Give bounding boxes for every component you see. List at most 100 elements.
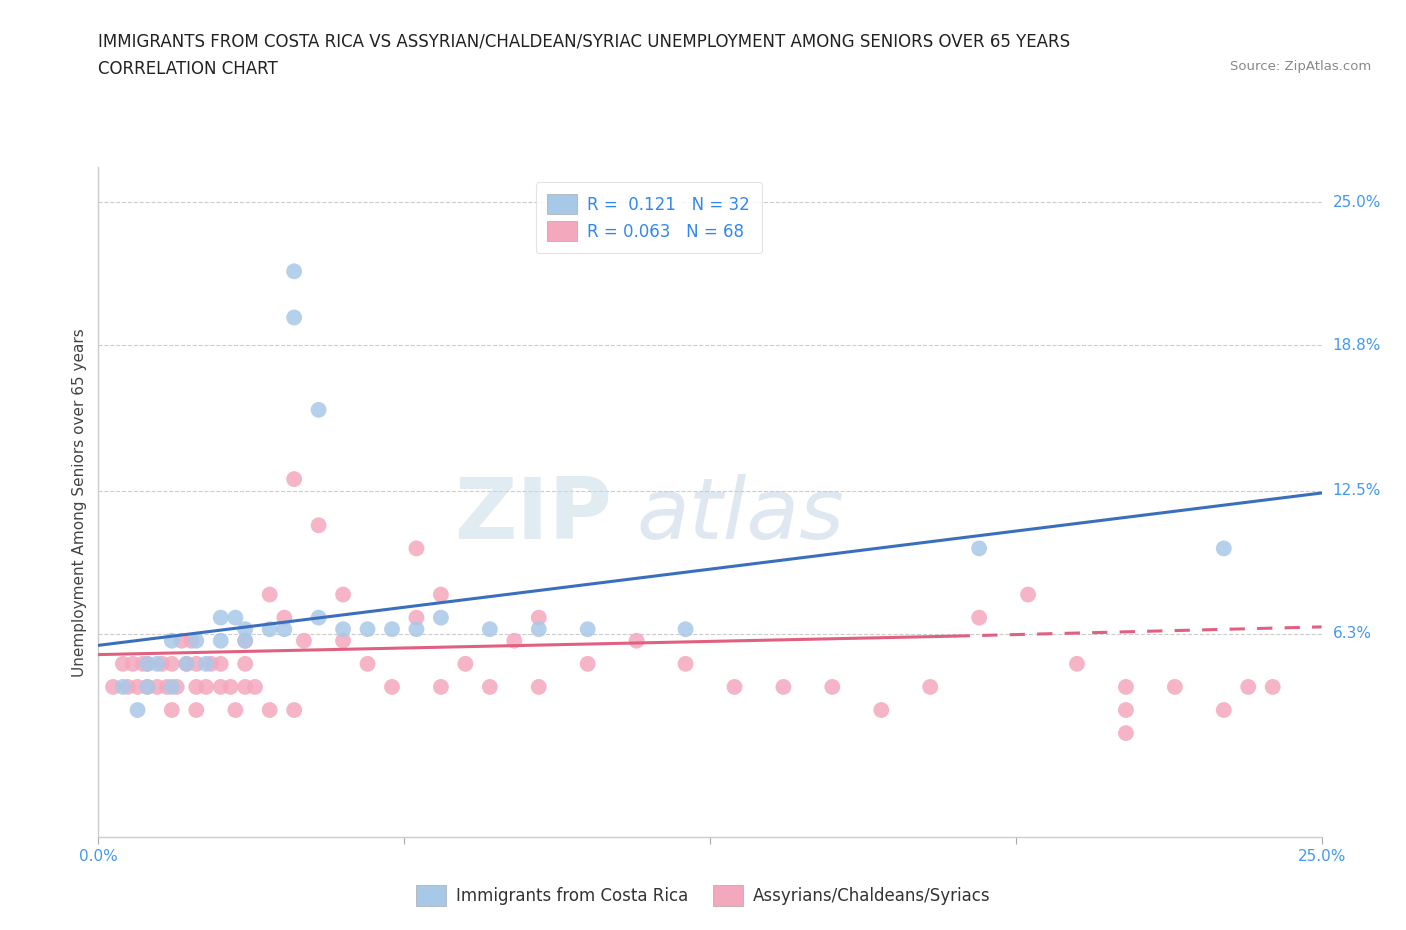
Point [478,622,501,637]
Point [967,541,990,556]
Point [920,680,942,695]
Point [117,680,139,695]
Point [233,633,256,648]
Point [332,587,354,602]
Point [308,518,330,533]
Point [332,633,354,648]
Point [723,680,745,695]
Point [283,702,305,717]
Text: IMMIGRANTS FROM COSTA RICA VS ASSYRIAN/CHALDEAN/SYRIAC UNEMPLOYMENT AMONG SENIOR: IMMIGRANTS FROM COSTA RICA VS ASSYRIAN/C… [98,33,1070,50]
Point [200,657,222,671]
Point [136,680,159,695]
Point [1017,587,1039,602]
Point [626,633,648,648]
Point [381,622,404,637]
Point [430,610,453,625]
Point [180,633,202,648]
Point [356,622,378,637]
Point [527,680,550,695]
Point [1115,680,1137,695]
Point [1212,541,1234,556]
Point [195,657,218,671]
Point [772,680,794,695]
Legend: R =  0.121   N = 32, R = 0.063   N = 68: R = 0.121 N = 32, R = 0.063 N = 68 [536,182,762,253]
Point [1237,680,1260,695]
Y-axis label: Unemployment Among Seniors over 65 years: Unemployment Among Seniors over 65 years [72,328,87,677]
Point [150,657,173,671]
Text: 12.5%: 12.5% [1333,484,1381,498]
Point [136,657,159,671]
Point [146,657,169,671]
Point [209,633,232,648]
Point [224,702,246,717]
Text: ZIP: ZIP [454,474,612,557]
Point [870,702,893,717]
Point [176,657,198,671]
Point [527,622,550,637]
Point [160,633,183,648]
Point [195,680,218,695]
Point [186,633,208,648]
Point [1261,680,1284,695]
Point [111,657,134,671]
Point [224,610,246,625]
Point [503,633,526,648]
Point [821,680,844,695]
Point [160,657,183,671]
Point [101,680,124,695]
Point [209,610,232,625]
Legend: Immigrants from Costa Rica, Assyrians/Chaldeans/Syriacs: Immigrants from Costa Rica, Assyrians/Ch… [409,879,997,912]
Point [283,264,305,279]
Point [233,633,256,648]
Point [292,633,315,648]
Point [273,610,295,625]
Point [160,680,183,695]
Point [131,657,153,671]
Point [243,680,266,695]
Point [166,680,188,695]
Point [259,702,281,717]
Point [381,680,404,695]
Point [1164,680,1187,695]
Point [405,541,427,556]
Point [127,680,149,695]
Point [186,680,208,695]
Point [136,680,159,695]
Point [259,622,281,637]
Point [430,587,453,602]
Point [576,657,599,671]
Point [283,310,305,325]
Point [233,622,256,637]
Point [136,657,159,671]
Point [233,657,256,671]
Point [121,657,143,671]
Text: atlas: atlas [637,474,845,557]
Point [233,680,256,695]
Point [283,472,305,486]
Point [405,610,427,625]
Point [1066,657,1088,671]
Point [156,680,179,695]
Text: CORRELATION CHART: CORRELATION CHART [98,60,278,78]
Point [675,622,697,637]
Point [356,657,378,671]
Point [146,680,169,695]
Point [1115,702,1137,717]
Point [127,702,149,717]
Point [527,610,550,625]
Point [576,622,599,637]
Point [1212,702,1234,717]
Point [209,657,232,671]
Point [170,633,193,648]
Point [430,680,453,695]
Text: 25.0%: 25.0% [1333,194,1381,209]
Point [209,680,232,695]
Point [308,403,330,418]
Point [405,622,427,637]
Point [186,657,208,671]
Point [478,680,501,695]
Point [219,680,242,695]
Point [111,680,134,695]
Point [273,622,295,637]
Point [186,702,208,717]
